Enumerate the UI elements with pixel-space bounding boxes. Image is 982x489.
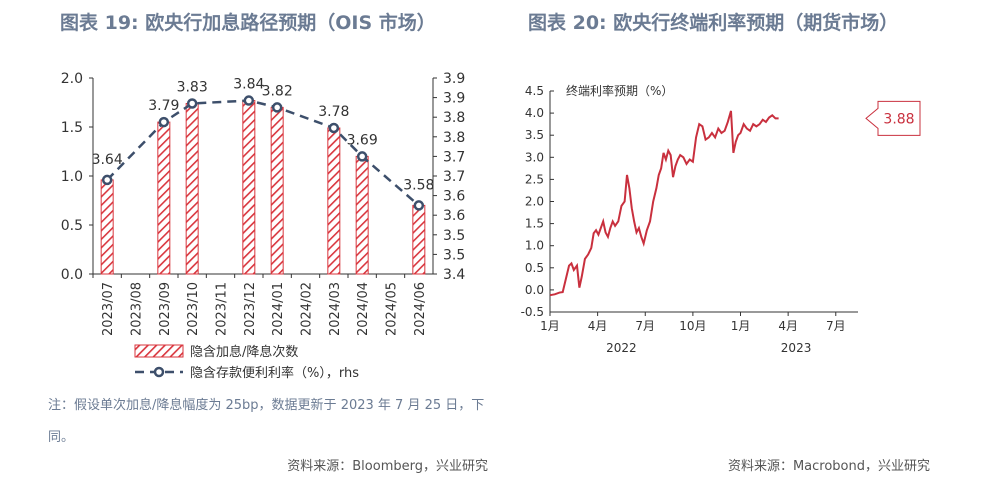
rate-data-label: 3.69 <box>347 132 378 148</box>
rc-y-tick-label: 3.0 <box>525 150 544 164</box>
x-tick-label: 2024/05 <box>385 282 400 336</box>
rc-y-tick-label: 2.0 <box>525 195 544 209</box>
legend-line-label: 隐含存款便利利率（%），rhs <box>190 365 359 381</box>
rc-callout-box <box>865 100 921 136</box>
rate-point <box>243 95 255 106</box>
bar <box>157 121 171 275</box>
rc-x-tick-label: 10月 <box>679 319 706 333</box>
rate-point <box>328 122 340 134</box>
left-y-tick-label: 1.5 <box>61 120 83 136</box>
rate-data-label: 3.83 <box>177 79 208 95</box>
x-tick-label: 2023/12 <box>243 282 258 336</box>
left-y-tick-label: 0.5 <box>61 218 83 234</box>
bar <box>412 204 426 275</box>
rc-x-tick-label: 7月 <box>826 319 846 333</box>
rc-y-tick-label: 3.5 <box>525 128 544 142</box>
rate-data-label: 3.82 <box>262 83 293 99</box>
right-y-tick-label: 3.7 <box>443 149 465 165</box>
x-tick-label: 2023/09 <box>158 282 173 336</box>
right-y-tick-label: 3.7 <box>443 169 465 185</box>
x-tick-label: 2024/01 <box>271 282 286 336</box>
rc-year-label: 2022 <box>606 341 637 355</box>
rate-data-label: 3.64 <box>92 152 123 168</box>
rate-data-label: 3.79 <box>148 98 179 114</box>
rate-point <box>413 200 425 211</box>
rc-series-title: 终端利率预期（%） <box>566 83 673 98</box>
rc-y-tick-label: -0.5 <box>521 305 544 319</box>
left-y-tick-label: 0.0 <box>61 267 83 283</box>
chart-title-right: 图表 20: 欧央行终端利率预期（期货市场） <box>528 12 899 34</box>
x-tick-label: 2024/02 <box>300 282 315 336</box>
rc-y-tick-label: 0.5 <box>525 261 544 275</box>
rc-x-tick-label: 1月 <box>731 319 751 333</box>
right-y-tick-label: 3.9 <box>443 91 465 107</box>
rate-line <box>106 99 420 207</box>
rc-series-line <box>549 110 779 297</box>
bar <box>100 179 114 275</box>
rc-x-tick-label: 4月 <box>588 319 608 333</box>
right-y-tick-label: 3.9 <box>443 71 465 87</box>
rc-x-tick-label: 1月 <box>540 319 560 333</box>
rate-data-label: 3.78 <box>318 104 349 120</box>
x-tick-label: 2024/03 <box>328 282 343 336</box>
footnote: 注：假设单次加息/降息幅度为 25bp，数据更新于 2023 年 7 月 25 … <box>48 398 485 445</box>
rate-point <box>271 102 283 113</box>
rc-year-label: 2023 <box>781 341 812 355</box>
rc-x-tick-label: 7月 <box>635 319 655 333</box>
source-left: 资料来源：Bloomberg，兴业研究 <box>287 459 488 474</box>
chart-title-left: 图表 19: 欧央行加息路径预期（OIS 市场） <box>60 12 436 34</box>
right-y-tick-label: 3.8 <box>443 130 465 146</box>
bar <box>242 100 256 275</box>
legend-bar-swatch <box>134 344 184 358</box>
rate-point <box>101 174 113 186</box>
rate-data-label: 3.58 <box>403 177 434 193</box>
right-y-tick-label: 3.5 <box>443 247 465 263</box>
rate-point <box>186 98 198 109</box>
rate-data-label: 3.84 <box>233 77 264 93</box>
right-y-tick-label: 3.6 <box>443 189 465 205</box>
left-y-tick-label: 1.0 <box>61 169 83 185</box>
bar <box>185 102 199 275</box>
rc-y-tick-label: 0.0 <box>525 283 544 297</box>
right-y-tick-label: 3.6 <box>443 208 465 224</box>
rc-x-tick-label: 4月 <box>778 319 798 333</box>
rc-callout-value: 3.88 <box>883 111 914 127</box>
x-tick-label: 2024/06 <box>413 282 428 336</box>
x-tick-label: 2023/07 <box>101 282 116 336</box>
legend-line-marker <box>153 366 165 378</box>
x-tick-label: 2023/10 <box>186 282 201 336</box>
right-y-tick-label: 3.8 <box>443 110 465 126</box>
bar <box>270 106 284 275</box>
legend-bar-label: 隐含加息/降息次数 <box>190 344 298 360</box>
rc-y-tick-label: 4.0 <box>525 106 544 120</box>
right-y-tick-label: 3.5 <box>443 228 465 244</box>
bar <box>355 155 369 275</box>
rc-y-tick-label: 2.5 <box>525 172 544 186</box>
x-tick-label: 2024/04 <box>356 282 371 336</box>
left-y-tick-label: 2.0 <box>61 71 83 87</box>
source-right: 资料来源：Macrobond，兴业研究 <box>727 459 930 474</box>
rate-point <box>356 151 368 162</box>
rc-y-tick-label: 1.0 <box>525 239 544 253</box>
bar <box>327 127 341 275</box>
rc-y-tick-label: 1.5 <box>525 217 544 231</box>
x-tick-label: 2023/08 <box>130 282 145 336</box>
rate-point <box>158 116 170 128</box>
right-y-tick-label: 3.4 <box>443 267 465 283</box>
x-tick-label: 2023/11 <box>215 282 230 336</box>
rc-y-tick-label: 4.5 <box>525 84 544 98</box>
